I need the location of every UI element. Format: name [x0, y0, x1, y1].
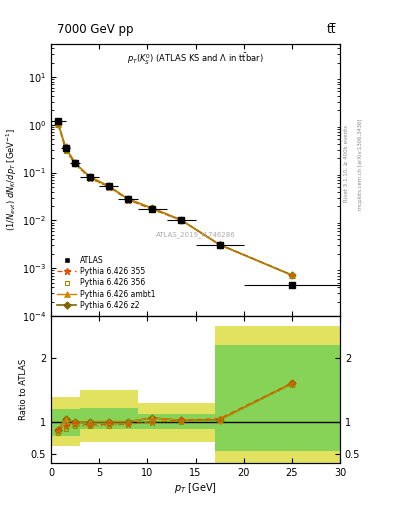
Text: mcplots.cern.ch [arXiv:1306.3436]: mcplots.cern.ch [arXiv:1306.3436]	[358, 118, 363, 209]
Text: $p_T(K^0_S)$ (ATLAS KS and $\Lambda$ in t$\bar{\rm t}$bar): $p_T(K^0_S)$ (ATLAS KS and $\Lambda$ in …	[127, 52, 264, 67]
Text: tt̅: tt̅	[327, 23, 336, 36]
X-axis label: $p_T$ [GeV]: $p_T$ [GeV]	[174, 481, 217, 495]
Legend: ATLAS, Pythia 6.426 355, Pythia 6.426 356, Pythia 6.426 ambt1, Pythia 6.426 z2: ATLAS, Pythia 6.426 355, Pythia 6.426 35…	[55, 253, 158, 312]
Y-axis label: $(1/N_{evt})\ dN_{K}/dp_{T}\ [\mathrm{GeV}^{-1}]$: $(1/N_{evt})\ dN_{K}/dp_{T}\ [\mathrm{Ge…	[5, 128, 19, 231]
Text: Rivet 3.1.10, ≥ 400k events: Rivet 3.1.10, ≥ 400k events	[344, 125, 349, 202]
Y-axis label: Ratio to ATLAS: Ratio to ATLAS	[19, 359, 28, 420]
Text: 7000 GeV pp: 7000 GeV pp	[57, 23, 134, 36]
Text: ATLAS_2019_I1746286: ATLAS_2019_I1746286	[156, 231, 235, 238]
